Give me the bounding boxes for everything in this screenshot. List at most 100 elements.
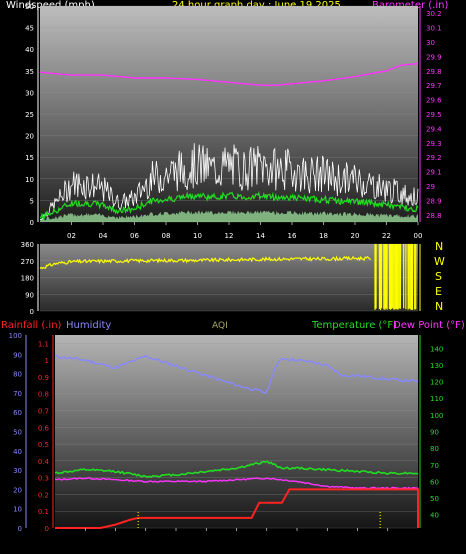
barometer-tick-label: 30.1: [426, 25, 442, 33]
humidity-tick-label: 100: [9, 332, 22, 340]
hour-tick-label: 20: [351, 232, 360, 240]
temperature-axis-label: Temperature (°F): [312, 320, 398, 331]
hour-tick-label: 02: [67, 232, 76, 240]
barometer-tick-label: 29.8: [426, 68, 442, 76]
humidity-tick-label: 50: [13, 429, 22, 437]
rainfall-tick-label: 0.6: [38, 424, 50, 432]
temperature-tick-label: 60: [430, 478, 439, 486]
wind-tick-label: 20: [25, 133, 34, 141]
barometer-tick-label: 30: [426, 39, 435, 47]
rainfall-tick-label: 0.5: [38, 441, 49, 449]
wind-tick-label: 40: [25, 46, 34, 54]
temperature-tick-label: 100: [430, 412, 443, 420]
barometer-tick-label: 29.1: [426, 169, 442, 177]
compass-e: E: [435, 285, 442, 298]
rainfall-tick-label: 0.1: [38, 508, 49, 516]
wind-tick-label: 45: [25, 25, 34, 33]
direction-tick-label: 360: [21, 241, 34, 249]
hour-tick-label: 00: [414, 232, 423, 240]
chart-title: 24 hour graph day : June 19 2025: [172, 0, 341, 11]
humidity-tick-label: 80: [13, 371, 22, 379]
rainfall-tick-label: 0.9: [38, 374, 49, 382]
wind-tick-label: 5: [30, 197, 34, 205]
barometer-tick-label: 29.5: [426, 111, 442, 119]
direction-tick-label: 270: [21, 258, 34, 266]
dewpoint-series: [54, 476, 419, 490]
wind-tick-label: 0: [30, 219, 34, 227]
hour-tick-label: 10: [193, 232, 202, 240]
wind-average-series: [39, 191, 419, 220]
temperature-tick-label: 140: [430, 345, 443, 353]
humidity-tick-label: 70: [13, 390, 22, 398]
barometer-tick-label: 29: [426, 183, 435, 191]
rainfall-tick-label: 0: [45, 525, 49, 533]
direction-tick-label: 0: [30, 308, 34, 316]
temperature-tick-label: 110: [430, 395, 443, 403]
hour-tick-label: 04: [99, 232, 108, 240]
compass-s: S: [435, 270, 442, 283]
rainfall-tick-label: 0.3: [38, 475, 49, 483]
humidity-tick-label: 10: [13, 506, 22, 514]
rainfall-axis-label: Rainfall (.in): [1, 320, 62, 331]
wind-tick-label: 50: [25, 3, 34, 11]
temperature-tick-label: 50: [430, 495, 439, 503]
rainfall-series: [55, 488, 419, 529]
direction-tick-label: 180: [21, 275, 34, 283]
humidity-tick-label: 40: [13, 448, 22, 456]
barometer-tick-label: 28.8: [426, 212, 442, 220]
rainfall-tick-label: 0.4: [38, 458, 50, 466]
temperature-tick-label: 120: [430, 379, 443, 387]
wind-gust-series: [39, 143, 419, 220]
compass-w: W: [434, 255, 445, 268]
rainfall-tick-label: 0.7: [38, 408, 49, 416]
aqi-label: AQI: [212, 321, 228, 331]
humidity-series: [54, 354, 419, 395]
barometer-tick-label: 29.4: [426, 125, 442, 133]
humidity-tick-label: 20: [13, 486, 22, 494]
hour-tick-label: 06: [130, 232, 139, 240]
rainfall-tick-label: 0.2: [38, 491, 49, 499]
barometer-tick-label: 29.2: [426, 154, 442, 162]
barometer-tick-label: 29.9: [426, 53, 442, 61]
wind-tick-label: 10: [25, 176, 34, 184]
rainfall-tick-label: 1: [45, 357, 49, 365]
humidity-tick-label: 30: [13, 467, 22, 475]
barometer-tick-label: 30.2: [426, 10, 442, 18]
barometer-series: [39, 62, 419, 86]
humidity-tick-label: 90: [13, 351, 22, 359]
direction-tick-label: 90: [25, 291, 34, 299]
hour-tick-label: 14: [256, 232, 265, 240]
wind-average-fill: [40, 210, 418, 222]
hour-tick-label: 08: [162, 232, 171, 240]
dewpoint-axis-label: Dew Point (°F): [393, 320, 465, 331]
compass-n-bottom: N: [435, 300, 444, 313]
humidity-tick-label: 0: [18, 525, 22, 533]
wind-tick-label: 35: [25, 68, 34, 76]
wind-tick-label: 30: [25, 89, 34, 97]
temperature-tick-label: 80: [430, 445, 439, 453]
humidity-axis-label: Humidity: [66, 320, 112, 331]
hour-tick-label: 12: [225, 232, 234, 240]
wind-direction-series: [39, 255, 372, 270]
wind-tick-label: 15: [25, 154, 34, 162]
temperature-tick-label: 90: [430, 429, 439, 437]
barometer-tick-label: 29.6: [426, 97, 442, 105]
rainfall-tick-label: 1.1: [38, 340, 49, 348]
temperature-series: [54, 460, 419, 478]
compass-n-top: N: [435, 240, 444, 253]
rainfall-tick-label: 0.8: [38, 391, 49, 399]
temperature-tick-label: 40: [430, 512, 439, 520]
humidity-tick-label: 60: [13, 409, 22, 417]
wind-tick-label: 25: [25, 111, 34, 119]
weather-plot-area: [55, 335, 418, 528]
barometer-tick-label: 29.7: [426, 82, 442, 90]
hour-tick-label: 16: [288, 232, 297, 240]
temperature-tick-label: 130: [430, 362, 443, 370]
hour-tick-label: 22: [382, 232, 391, 240]
barometer-axis-label: Barometer (.in): [372, 0, 449, 11]
barometer-tick-label: 28.9: [426, 197, 442, 205]
barometer-tick-label: 29.3: [426, 140, 442, 148]
wind-axis-label: Windspeed (mph): [6, 0, 95, 11]
